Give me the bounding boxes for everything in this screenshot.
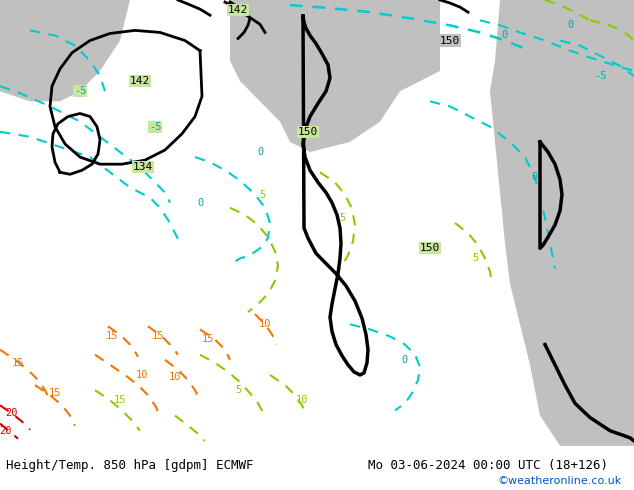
Text: 15: 15 [49, 388, 61, 398]
Text: 15: 15 [106, 331, 119, 342]
Text: 15: 15 [113, 395, 126, 405]
Text: 150: 150 [298, 127, 318, 137]
Polygon shape [490, 0, 634, 446]
Text: 142: 142 [228, 5, 248, 15]
Text: 0: 0 [532, 172, 538, 182]
Text: 5: 5 [339, 213, 345, 223]
Text: -5: -5 [594, 71, 606, 81]
Text: 150: 150 [420, 244, 440, 253]
Text: Height/Temp. 850 hPa [gdpm] ECMWF: Height/Temp. 850 hPa [gdpm] ECMWF [6, 459, 254, 472]
Text: 10: 10 [295, 395, 308, 405]
Text: 15: 15 [12, 358, 24, 368]
Polygon shape [230, 0, 440, 152]
Text: 10: 10 [136, 370, 148, 380]
Text: Mo 03-06-2024 00:00 UTC (18+126): Mo 03-06-2024 00:00 UTC (18+126) [368, 459, 608, 472]
Text: 15: 15 [202, 335, 214, 344]
Polygon shape [0, 0, 130, 101]
Text: 0: 0 [402, 355, 408, 365]
Text: 5: 5 [235, 385, 241, 395]
Text: 20: 20 [6, 409, 18, 418]
Text: 5: 5 [259, 190, 265, 199]
Text: 5: 5 [472, 253, 478, 264]
Polygon shape [280, 0, 380, 61]
Text: 150: 150 [440, 36, 460, 46]
Polygon shape [540, 132, 570, 172]
Text: 10: 10 [259, 319, 271, 329]
Text: -5: -5 [149, 122, 161, 132]
Text: 0: 0 [257, 147, 263, 157]
Text: 0: 0 [502, 30, 508, 41]
Text: 0: 0 [197, 197, 203, 208]
Text: 15: 15 [152, 331, 164, 342]
Text: 142: 142 [130, 76, 150, 86]
Text: -5: -5 [74, 86, 86, 96]
Text: 20: 20 [0, 426, 11, 436]
Text: ©weatheronline.co.uk: ©weatheronline.co.uk [497, 476, 621, 487]
Text: 134: 134 [133, 162, 153, 172]
Text: 0: 0 [567, 21, 573, 30]
Text: 10: 10 [169, 372, 181, 382]
